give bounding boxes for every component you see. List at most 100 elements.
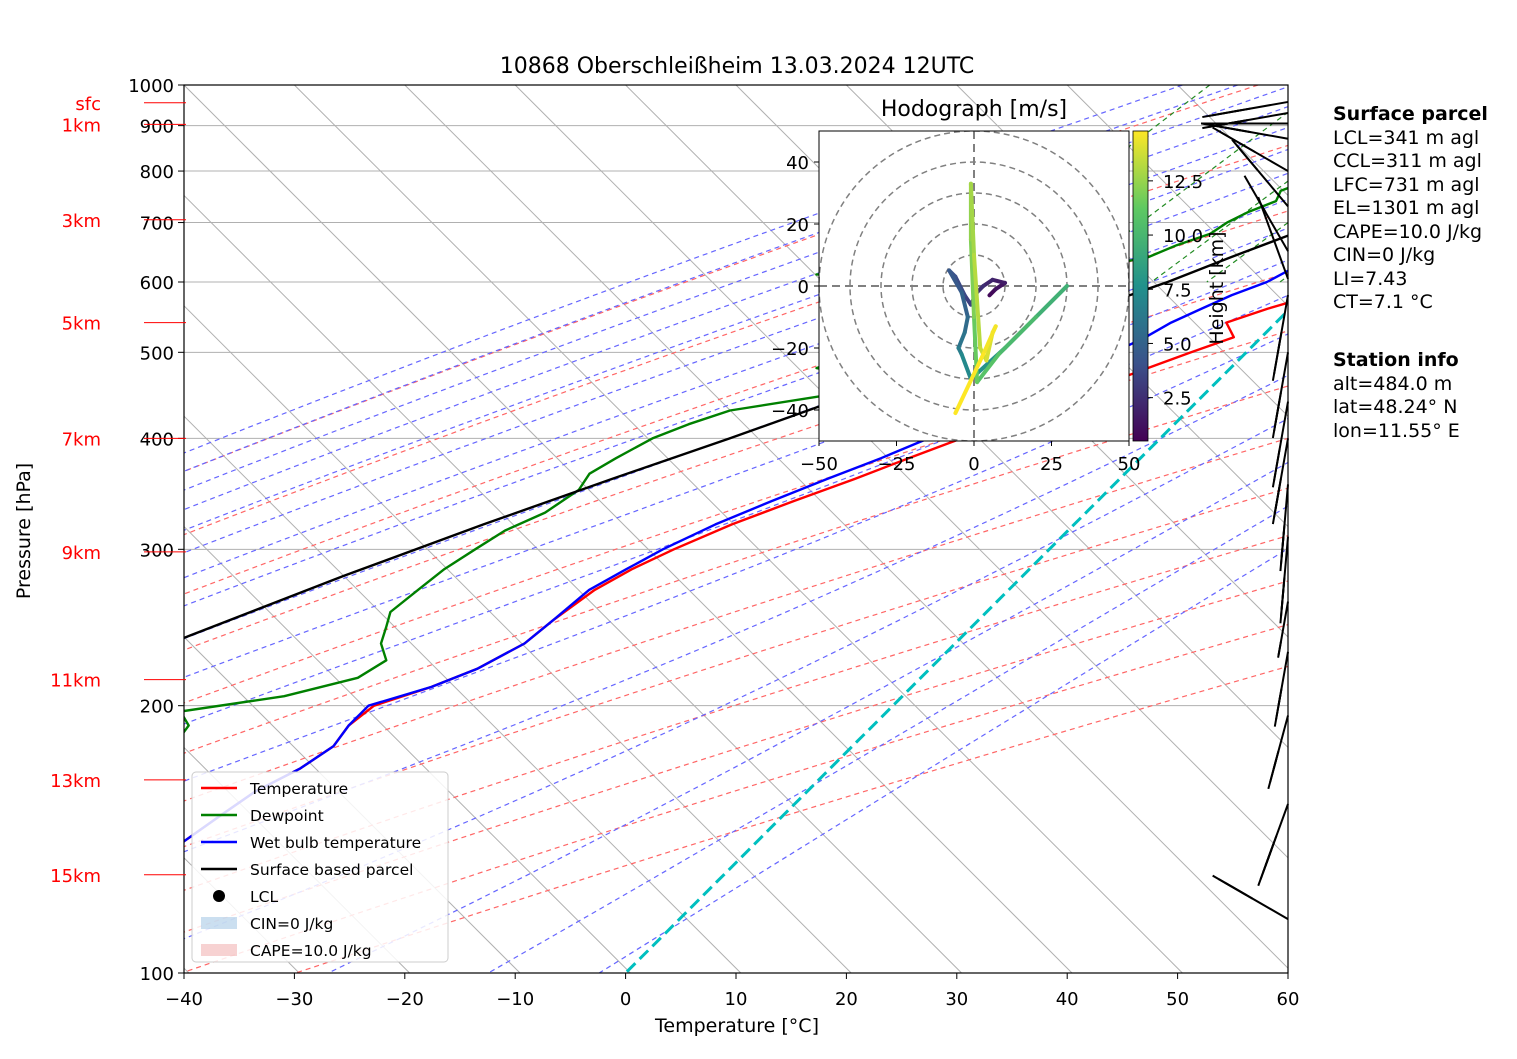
height-label: sfc <box>75 94 101 115</box>
wind-barb-feather <box>1257 196 1271 228</box>
dry-adiabat <box>184 144 1288 536</box>
legend-label: LCL <box>250 888 278 906</box>
series-line-wet-bulb-temperature <box>184 269 1288 843</box>
hodograph-segment <box>953 352 986 416</box>
isotherm-line <box>184 305 852 973</box>
wind-barb-half-feather <box>1277 641 1282 658</box>
isotherm-line <box>184 525 631 973</box>
wind-barb-feather <box>1280 525 1286 558</box>
y-tick-label: 500 <box>140 343 174 364</box>
moist-adiabat <box>184 148 1288 554</box>
wind-barb-feather <box>1235 144 1258 171</box>
x-tick-label: 20 <box>835 989 858 1010</box>
wind-barb <box>1202 122 1289 140</box>
height-label: 11km <box>50 671 101 692</box>
hodograph-segment <box>947 268 964 295</box>
height-label: 5km <box>62 314 101 335</box>
y-tick-label: 100 <box>140 964 174 985</box>
wind-barb <box>1273 651 1289 727</box>
moist-adiabat <box>184 294 1288 725</box>
x-tick-label: −30 <box>275 989 313 1010</box>
mixing-ratio-line <box>1206 221 1288 283</box>
station-info-line: alt=484.0 m <box>1333 372 1453 395</box>
hodograph-segment <box>996 315 1038 357</box>
y-tick-label: 400 <box>140 429 174 450</box>
legend-swatch <box>213 890 225 902</box>
legend-frame <box>191 771 449 963</box>
surface-parcel-line: LFC=731 m agl <box>1333 173 1480 196</box>
station-info-line: lon=11.55° E <box>1333 419 1460 442</box>
isotherm-line <box>514 85 1288 859</box>
wind-barb-feather <box>1275 688 1283 720</box>
legend-label: Dewpoint <box>250 807 324 825</box>
wind-barb <box>1271 352 1289 439</box>
surface-parcel-heading: Surface parcel <box>1333 103 1488 125</box>
hodograph: −50 −25 0 25 50 40 20 0 −20 −40 Hodograph [m/s] 2… <box>771 97 1228 475</box>
y-tick-label: 600 <box>140 273 174 294</box>
isotherm-line <box>184 415 742 973</box>
hodograph-x-tick-label: −50 <box>800 454 838 475</box>
hodograph-segment <box>968 237 976 319</box>
chart-title: 10868 Oberschleißheim 13.03.2024 12UTC <box>500 54 975 79</box>
mixing-ratio-line <box>1498 85 1517 282</box>
y-tick-label: 800 <box>140 162 174 183</box>
height-label: 3km <box>62 211 101 232</box>
colorbar-tick-label: 12.5 <box>1163 172 1203 193</box>
wind-barb-feather <box>1273 448 1281 481</box>
hodograph-x-tick-label: 0 <box>968 454 979 475</box>
surface-parcel-line: CIN=0 J/kg <box>1333 244 1436 266</box>
y-tick-label: 1000 <box>128 76 174 97</box>
moist-adiabat <box>184 333 1288 782</box>
wind-barb <box>1212 874 1289 920</box>
legend-swatch <box>201 944 237 956</box>
y-tick-label: 200 <box>140 697 174 718</box>
y-tick-label: 300 <box>140 540 174 561</box>
colorbar-label: Height [km] <box>1206 231 1228 344</box>
wind-barb-half-feather <box>1234 107 1251 113</box>
colorbar-tick-label: 5.0 <box>1163 334 1192 355</box>
wind-barb <box>1279 536 1289 624</box>
hodograph-segment <box>972 253 983 350</box>
wind-barb-feather <box>1224 881 1253 900</box>
x-tick-label: 50 <box>1166 989 1189 1010</box>
series-line-reference <box>624 308 1288 973</box>
wind-barb-half-feather <box>1240 143 1256 153</box>
colorbar-tick-label: 10.0 <box>1163 226 1203 247</box>
hodograph-segment <box>975 352 1001 385</box>
height-label: 15km <box>50 866 101 887</box>
legend-label: CAPE=10.0 J/kg <box>250 942 372 960</box>
wind-barb <box>1257 196 1289 280</box>
hodograph-segment <box>968 181 976 257</box>
surface-parcel-line: CT=7.1 °C <box>1333 291 1433 313</box>
colorbar-tick-label: 2.5 <box>1163 389 1192 410</box>
wind-barb-feather <box>1274 392 1282 425</box>
hodograph-segment <box>959 352 973 381</box>
legend-label: Temperature <box>249 780 348 798</box>
isotherm-line <box>184 85 1073 973</box>
y-tick-label: 900 <box>140 117 174 138</box>
isotherm-line <box>404 85 1288 969</box>
hodograph-segment <box>959 290 970 319</box>
y-tick-label: 700 <box>140 214 174 235</box>
isotherm-line <box>1066 85 1288 307</box>
wind-barb <box>1212 126 1289 172</box>
hodograph-y-tick-label: 20 <box>786 215 809 236</box>
wind-barb <box>1271 438 1289 525</box>
surface-parcel-line: CAPE=10.0 J/kg <box>1333 220 1483 243</box>
wind-barb <box>1274 601 1289 676</box>
y-axis-label: Pressure [hPa] <box>13 463 35 599</box>
legend-label: Wet bulb temperature <box>250 834 421 852</box>
x-tick-label: 10 <box>725 989 748 1010</box>
colorbar <box>1132 130 1149 442</box>
surface-parcel-line: EL=1301 m agl <box>1333 197 1480 219</box>
wind-barb <box>1271 401 1289 488</box>
wind-barb-feather <box>1264 835 1278 867</box>
hodograph-y-tick-label: 40 <box>786 153 809 174</box>
legend-label: CIN=0 J/kg <box>250 915 333 933</box>
height-label: 7km <box>62 429 101 450</box>
x-tick-label: 0 <box>620 989 631 1010</box>
wind-barb-feather <box>1269 750 1280 783</box>
hodograph-segment <box>956 330 967 350</box>
wind-barb-feather <box>1280 577 1286 610</box>
x-tick-label: 40 <box>1056 989 1079 1010</box>
